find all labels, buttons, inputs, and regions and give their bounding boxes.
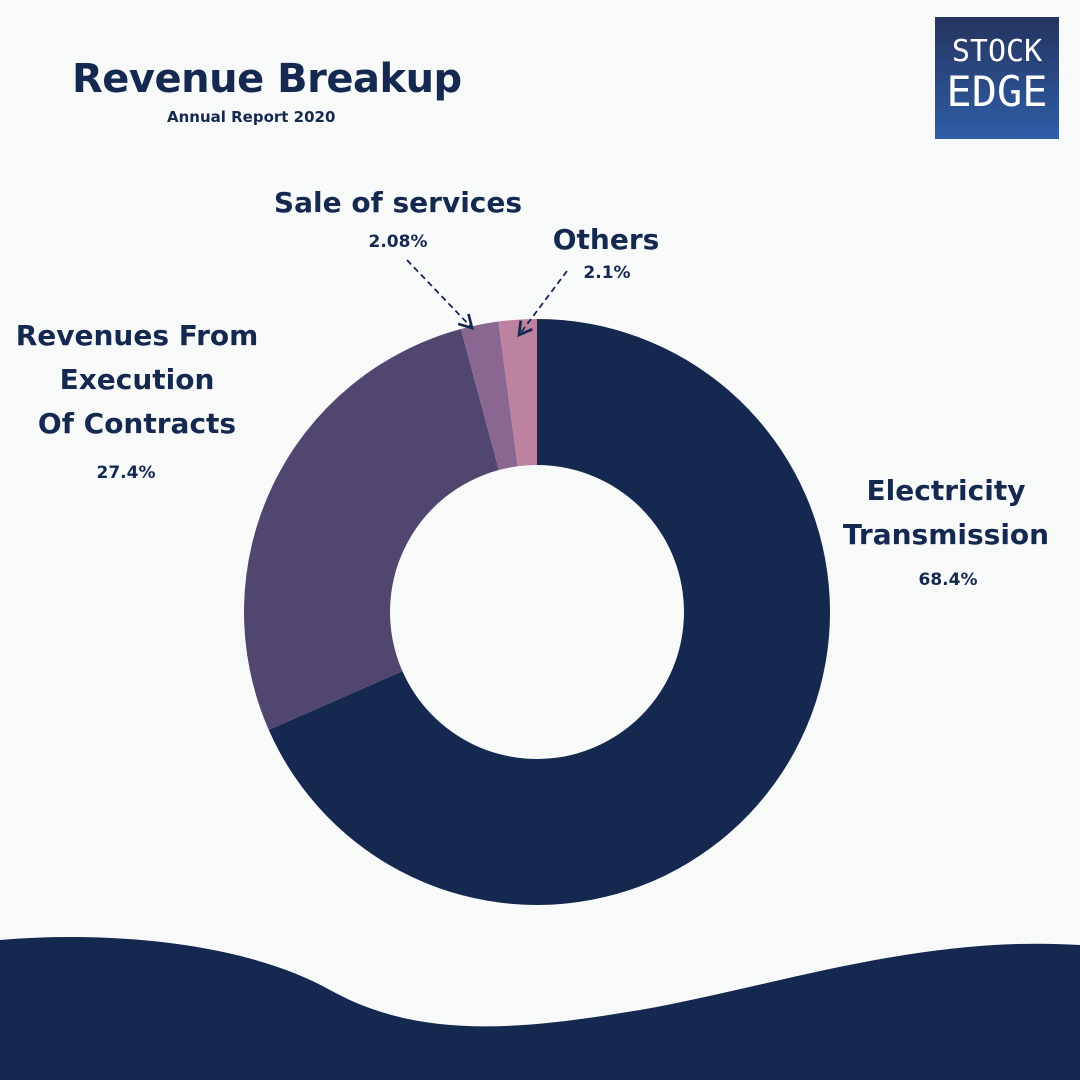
donut-slice-revenues-from-execution-of-contracts (244, 329, 499, 730)
label-electricity: Electricity Transmission (843, 469, 1049, 557)
others-arrow (517, 270, 568, 338)
page-subtitle: Annual Report 2020 (167, 108, 336, 126)
donut-slice-sale-of-services (460, 321, 518, 471)
label-line: Execution (59, 363, 215, 396)
value-contracts: 27.4% (96, 463, 156, 483)
bottom-wave (0, 937, 1080, 1080)
donut-slice-others (498, 319, 537, 467)
value-sale-of-services: 2.08% (368, 232, 428, 252)
label-sale-of-services: Sale of services (273, 186, 523, 219)
label-line: Electricity (866, 474, 1026, 507)
label-contracts: Revenues From Execution Of Contracts (16, 314, 259, 446)
label-line: Of Contracts (37, 407, 237, 440)
label-line: Transmission (842, 518, 1050, 551)
value-electricity: 68.4% (918, 570, 978, 590)
stock-edge-logo: STOCK EDGE (935, 17, 1059, 139)
label-line: Revenues From (15, 319, 259, 352)
value-others: 2.1% (583, 263, 631, 283)
donut-slice-electricity-transmission (268, 319, 831, 906)
label-others: Others (552, 223, 660, 256)
sale-of-services-arrow (406, 259, 474, 330)
page-title: Revenue Breakup (72, 56, 462, 102)
